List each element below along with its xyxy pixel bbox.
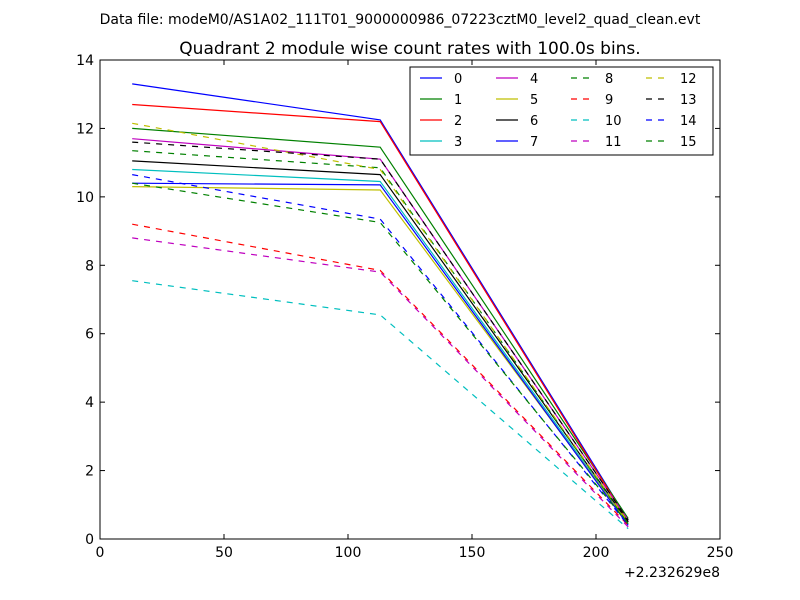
x-offset-label: +2.232629e8 [624, 565, 720, 581]
legend-label-2: 2 [454, 114, 462, 129]
plot-area [132, 83, 629, 530]
x-tick-label: 150 [459, 545, 486, 561]
legend-label-9: 9 [605, 93, 613, 108]
legend-label-12: 12 [680, 72, 697, 87]
y-tick-label: 10 [76, 190, 94, 206]
series-line-2 [132, 103, 629, 523]
series-line-11 [132, 237, 629, 528]
y-tick-label: 4 [85, 395, 94, 411]
legend-label-8: 8 [605, 72, 613, 87]
legend-label-14: 14 [680, 114, 697, 129]
series-line-3 [132, 168, 629, 524]
x-tick-label: 100 [335, 545, 362, 561]
series-line-6 [132, 160, 629, 523]
x-tick-label: 200 [583, 545, 610, 561]
series-line-12 [132, 122, 629, 523]
legend-label-11: 11 [605, 135, 622, 150]
series-line-10 [132, 280, 629, 530]
legend-label-13: 13 [680, 93, 697, 108]
series-line-4 [132, 138, 629, 521]
series-line-5 [132, 186, 629, 524]
series-line-9 [132, 223, 629, 526]
series-line-15 [132, 182, 629, 524]
y-tick-label: 0 [85, 532, 94, 548]
series-line-8 [132, 150, 629, 524]
legend-label-6: 6 [530, 114, 538, 129]
y-tick-label: 12 [76, 121, 94, 137]
y-tick-label: 8 [85, 258, 94, 274]
x-tick-label: 250 [707, 545, 734, 561]
legend-label-0: 0 [454, 72, 462, 87]
legend-label-5: 5 [530, 93, 538, 108]
chart-title: Quadrant 2 module wise count rates with … [179, 39, 640, 59]
y-tick-label: 14 [76, 53, 94, 69]
legend-label-4: 4 [530, 72, 538, 87]
series-line-0 [132, 83, 629, 521]
legend-label-7: 7 [530, 135, 538, 150]
series-line-14 [132, 174, 629, 526]
legend-label-10: 10 [605, 114, 622, 129]
series-line-1 [132, 127, 629, 519]
legend-box [409, 66, 714, 156]
x-tick-label: 0 [96, 545, 105, 561]
series-line-7 [132, 182, 629, 526]
legend-label-1: 1 [454, 93, 462, 108]
legend-label-3: 3 [454, 135, 462, 150]
x-tick-label: 50 [215, 545, 233, 561]
axes-frame [99, 59, 721, 540]
figure-suptitle: Data file: modeM0/AS1A02_111T01_90000009… [100, 12, 701, 28]
series-line-13 [132, 141, 629, 521]
y-tick-label: 6 [85, 327, 94, 343]
legend-label-15: 15 [680, 135, 697, 150]
y-tick-label: 2 [85, 464, 94, 480]
